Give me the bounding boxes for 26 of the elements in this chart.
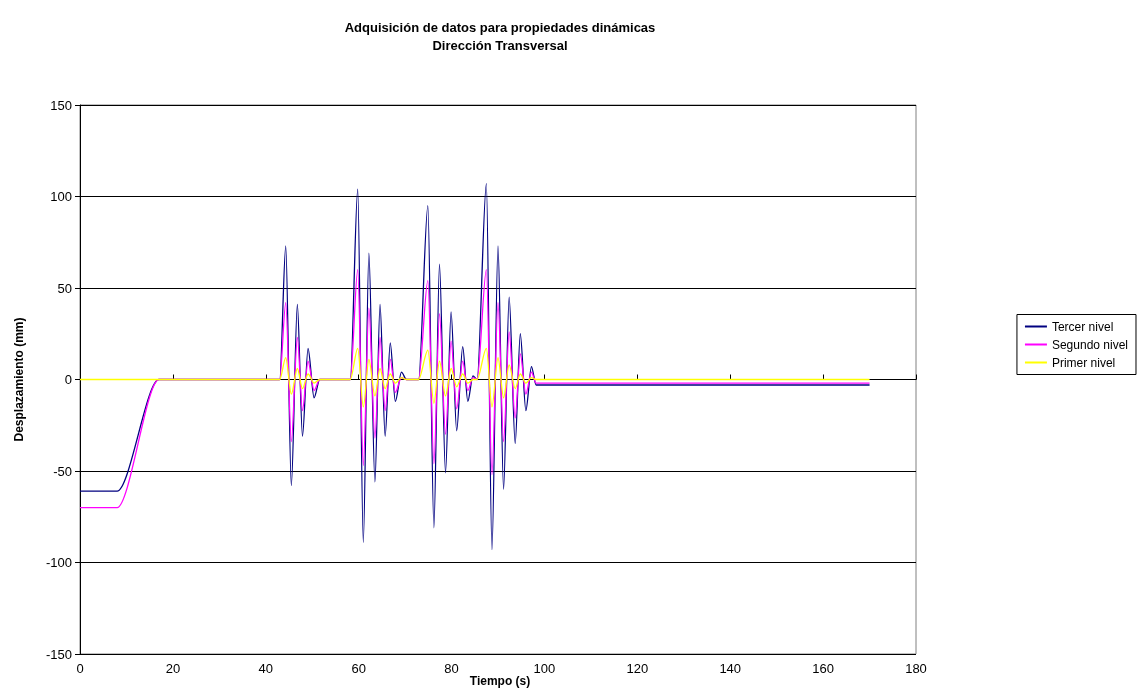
chart-title: Adquisición de datos para propiedades dinámicas [344, 20, 656, 35]
legend-label: Primer nivel [1051, 355, 1116, 370]
x-tick-label: 20 [165, 661, 181, 676]
y-tick-label: 100 [50, 189, 72, 204]
x-tick-label: 120 [626, 661, 649, 676]
x-tick-label: 60 [351, 661, 366, 676]
legend-label: Segundo nivel [1051, 337, 1128, 352]
x-tick-label: 40 [258, 661, 274, 676]
y-tick-label: 150 [50, 97, 72, 113]
chart-subtitle: Dirección Transversal [432, 38, 568, 53]
x-tick-label: 100 [533, 661, 556, 676]
y-tick-label: -50 [53, 463, 72, 479]
y-tick-label: 50 [57, 280, 72, 296]
y-tick-label: -150 [45, 646, 72, 662]
x-tick-label: 80 [444, 661, 459, 676]
x-tick-label: 160 [812, 661, 834, 676]
x-tick-label: 140 [719, 661, 742, 676]
line-series [79, 347, 871, 408]
line-series [79, 269, 871, 509]
x-tick-label: 180 [905, 661, 927, 676]
y-tick-label: 0 [64, 372, 72, 387]
legend-label: Tercer nivel [1051, 319, 1114, 334]
x-tick-label: 0 [76, 661, 84, 676]
x-axis-title: Tiempo (s) [469, 674, 531, 688]
y-tick-label: -100 [45, 555, 72, 570]
y-axis-title: Desplazamiento (mm) [12, 317, 26, 442]
